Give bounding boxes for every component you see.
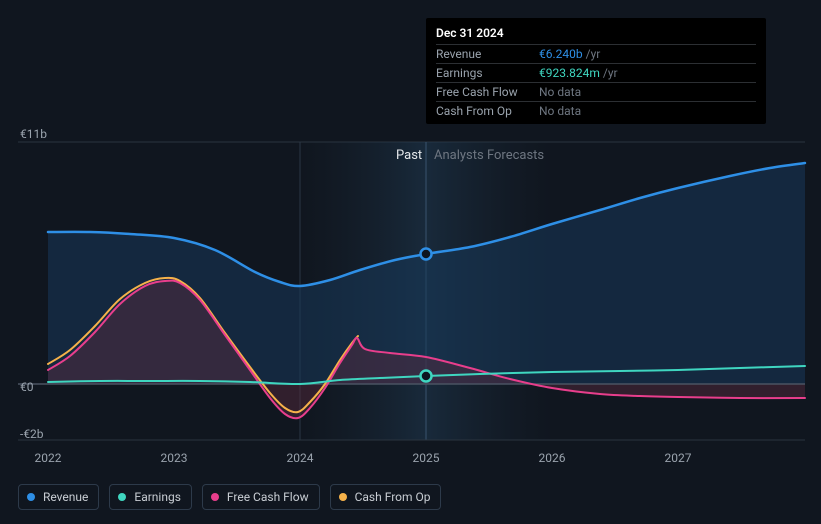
legend-dot-icon [211,493,219,501]
legend-dot-icon [27,493,35,501]
legend: Revenue Earnings Free Cash Flow Cash From O… [18,484,441,510]
revenue-marker [421,249,432,260]
tooltip: Dec 31 2024 Revenue€6.240b/yrEarnings€92… [426,18,766,124]
legend-item[interactable]: Revenue [18,484,99,510]
x-tick-label: 2025 [413,451,440,465]
tooltip-row-value: No data [531,102,756,121]
tooltip-row-label: Free Cash Flow [436,83,531,102]
x-tick-label: 2024 [287,451,314,465]
legend-item[interactable]: Earnings [109,484,192,510]
legend-item[interactable]: Free Cash Flow [202,484,320,510]
past-label: Past [396,148,422,163]
legend-label: Cash From Op [355,490,431,504]
legend-item[interactable]: Cash From Op [330,484,442,510]
legend-label: Earnings [134,490,181,504]
earnings-marker [421,371,432,382]
x-tick-label: 2026 [539,451,566,465]
tooltip-row-label: Cash From Op [436,102,531,121]
legend-dot-icon [339,493,347,501]
tooltip-row-value: €923.824m/yr [531,64,756,83]
legend-label: Revenue [43,490,88,504]
x-tick-label: 2022 [35,451,62,465]
x-tick-label: 2027 [665,451,692,465]
tooltip-row: Free Cash FlowNo data [436,83,756,102]
x-tick-label: 2023 [161,451,188,465]
tooltip-row: Revenue€6.240b/yr [436,45,756,64]
tooltip-row-value: €6.240b/yr [531,45,756,64]
tooltip-row-label: Earnings [436,64,531,83]
tooltip-row-value: No data [531,83,756,102]
tooltip-table: Revenue€6.240b/yrEarnings€923.824m/yrFre… [436,44,756,120]
y-tick-label: €11b [20,127,47,141]
tooltip-row-label: Revenue [436,45,531,64]
tooltip-row: Cash From OpNo data [436,102,756,121]
y-tick-label: €0 [20,380,34,394]
tooltip-date: Dec 31 2024 [436,24,756,44]
legend-label: Free Cash Flow [227,490,309,504]
forecast-label: Analysts Forecasts [434,148,544,163]
chart-container: Dec 31 2024 Revenue€6.240b/yrEarnings€92… [0,0,821,524]
tooltip-row: Earnings€923.824m/yr [436,64,756,83]
y-tick-label: -€2b [20,427,44,441]
legend-dot-icon [118,493,126,501]
